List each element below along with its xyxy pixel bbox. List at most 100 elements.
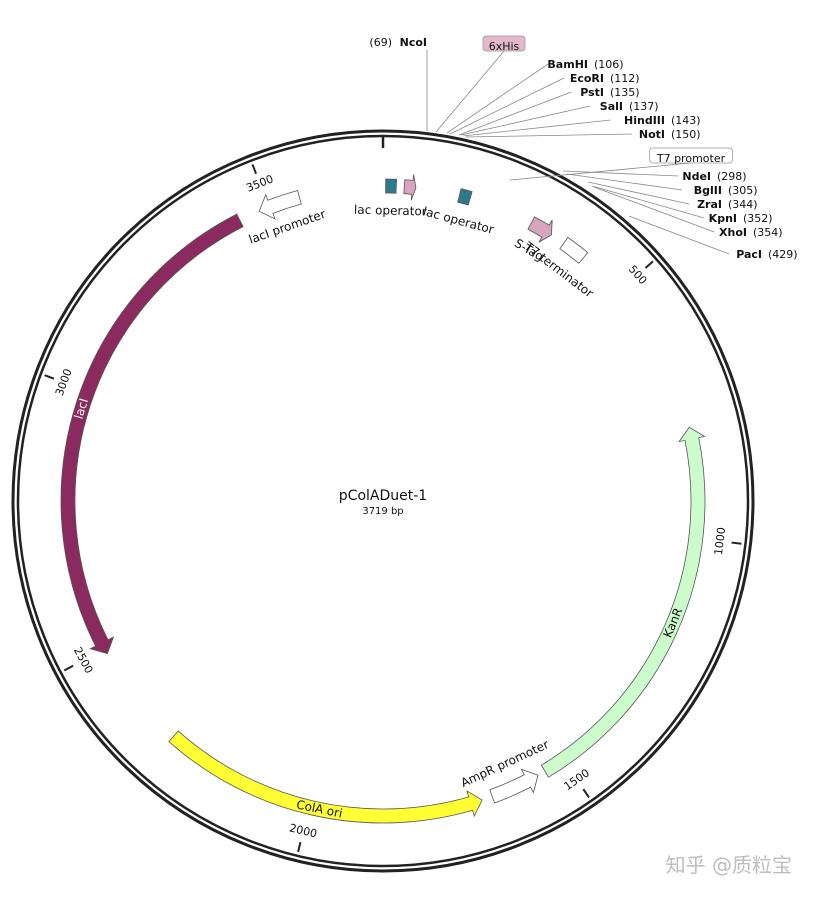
feature-label: AmpR promoter bbox=[459, 737, 551, 790]
site-name: EcoRI bbox=[570, 72, 604, 85]
plasmid-size: 3719 bp bbox=[362, 506, 403, 517]
tick-label: 2000 bbox=[288, 821, 318, 840]
feature-KanR[interactable]: KanR bbox=[540, 426, 706, 778]
site-name: HindIII bbox=[624, 114, 665, 127]
site-name: PstI bbox=[580, 86, 604, 99]
site-name: PacI bbox=[736, 248, 762, 261]
site-ecori[interactable]: EcoRI (112) bbox=[449, 72, 640, 135]
tick-label: 3000 bbox=[53, 367, 75, 398]
site-leader bbox=[593, 186, 715, 233]
site-leader bbox=[465, 133, 633, 138]
feature-T7-terminator[interactable]: T7 terminator bbox=[521, 236, 596, 301]
site-position: (429) bbox=[768, 248, 798, 261]
feature-lac-operator-1[interactable]: lac operator bbox=[354, 178, 427, 219]
site-xhoi[interactable]: XhoI (354) bbox=[593, 186, 783, 239]
tick-mark bbox=[297, 841, 302, 853]
feature-label: lacI promoter bbox=[247, 207, 328, 247]
site-name: BglII bbox=[694, 184, 722, 197]
feature-label: lacI bbox=[72, 397, 91, 421]
feature-lacI[interactable]: lacI bbox=[60, 213, 244, 655]
site-box bbox=[649, 147, 733, 164]
site-leader bbox=[446, 63, 549, 134]
site-position: (69) bbox=[369, 36, 392, 49]
site-position: (354) bbox=[753, 226, 783, 239]
site-name: XhoI bbox=[719, 226, 747, 239]
site-position: (137) bbox=[629, 100, 659, 113]
site-6xhis[interactable]: 6xHis bbox=[435, 35, 526, 133]
feature-shape[interactable] bbox=[258, 190, 302, 220]
site-name: NcoI bbox=[400, 36, 427, 49]
tick-mark bbox=[582, 788, 590, 799]
feature-shape[interactable] bbox=[527, 216, 553, 243]
site-kpni[interactable]: KpnI (352) bbox=[591, 185, 773, 225]
site-zrai[interactable]: ZraI (344) bbox=[587, 181, 758, 211]
feature-ColA-ori[interactable]: ColA ori bbox=[168, 730, 483, 824]
feature-shape[interactable] bbox=[540, 426, 706, 778]
feature-AmpR-promoter[interactable]: AmpR promoter bbox=[459, 737, 551, 804]
feature-6xHis-arrow[interactable] bbox=[403, 174, 417, 201]
tick-label: 1000 bbox=[712, 527, 728, 556]
feature-shape[interactable] bbox=[403, 174, 417, 201]
site-name: KpnI bbox=[709, 212, 737, 225]
site-leader bbox=[449, 77, 565, 135]
site-bglii[interactable]: BglII (305) bbox=[566, 173, 758, 197]
site-t7-promoter[interactable]: T7 promoter bbox=[509, 147, 733, 181]
site-position: (106) bbox=[594, 58, 624, 71]
feature-shape[interactable] bbox=[457, 188, 473, 206]
site-name: 6xHis bbox=[489, 40, 520, 53]
site-paci[interactable]: PacI (429) bbox=[628, 215, 798, 261]
sites-layer: NcoI (69) 6xHis BamHI (106)EcoRI (112) PstI (13… bbox=[369, 35, 798, 261]
feature-lacI-promoter[interactable]: lacI promoter bbox=[247, 190, 328, 247]
site-name: BamHI bbox=[547, 58, 588, 71]
site-position: (150) bbox=[671, 128, 701, 141]
site-name: NotI bbox=[639, 128, 665, 141]
tick-mark bbox=[251, 164, 258, 175]
site-sali[interactable]: SalI (137) bbox=[460, 100, 659, 136]
site-noti[interactable]: NotI (150) bbox=[465, 128, 701, 141]
site-leader bbox=[566, 173, 683, 191]
backbone-outer bbox=[11, 129, 755, 873]
feature-label: T7 terminator bbox=[521, 239, 596, 301]
site-leader bbox=[462, 119, 611, 137]
site-leader bbox=[591, 185, 705, 219]
site-position: (112) bbox=[610, 72, 640, 85]
site-leader bbox=[628, 215, 730, 255]
feature-shape[interactable] bbox=[385, 178, 398, 194]
feature-lac-operator-2[interactable]: lac operator bbox=[422, 188, 496, 237]
site-leader bbox=[509, 162, 692, 181]
site-name: T7 promoter bbox=[656, 152, 726, 165]
feature-label: lac operator bbox=[422, 204, 496, 236]
site-position: (305) bbox=[728, 184, 758, 197]
site-leader bbox=[460, 105, 591, 136]
site-position: (298) bbox=[717, 170, 747, 183]
feature-label: KanR bbox=[661, 606, 686, 640]
tick-mark bbox=[63, 664, 74, 672]
feature-shape[interactable] bbox=[60, 213, 244, 655]
site-position: (344) bbox=[728, 198, 758, 211]
site-ndei[interactable]: NdeI (298) bbox=[562, 170, 747, 183]
feature-shape[interactable] bbox=[559, 236, 589, 264]
site-name: ZraI bbox=[697, 198, 722, 211]
tick-mark bbox=[731, 541, 742, 545]
site-leader bbox=[562, 170, 679, 177]
feature-shape[interactable] bbox=[489, 768, 539, 804]
site-bamhi[interactable]: BamHI (106) bbox=[446, 58, 624, 134]
tick-mark bbox=[44, 374, 55, 380]
feature-label: lac operator bbox=[354, 203, 427, 219]
site-psti[interactable]: PstI (135) bbox=[458, 86, 640, 136]
plasmid-name: pColADuet-1 bbox=[339, 488, 427, 504]
site-position: (352) bbox=[743, 212, 773, 225]
watermark: 知乎 @质粒宝 bbox=[666, 853, 792, 877]
tick-mark bbox=[644, 260, 654, 269]
tick-label: 1500 bbox=[562, 766, 592, 793]
site-hindiii[interactable]: HindIII (143) bbox=[462, 114, 701, 137]
tick-label: 3500 bbox=[244, 172, 275, 194]
feature-shape[interactable] bbox=[168, 730, 483, 824]
site-leader bbox=[587, 181, 690, 205]
site-name: NdeI bbox=[682, 170, 711, 183]
site-box bbox=[482, 35, 526, 52]
site-position: (143) bbox=[671, 114, 701, 127]
site-ncoi[interactable]: NcoI (69) bbox=[369, 36, 428, 131]
